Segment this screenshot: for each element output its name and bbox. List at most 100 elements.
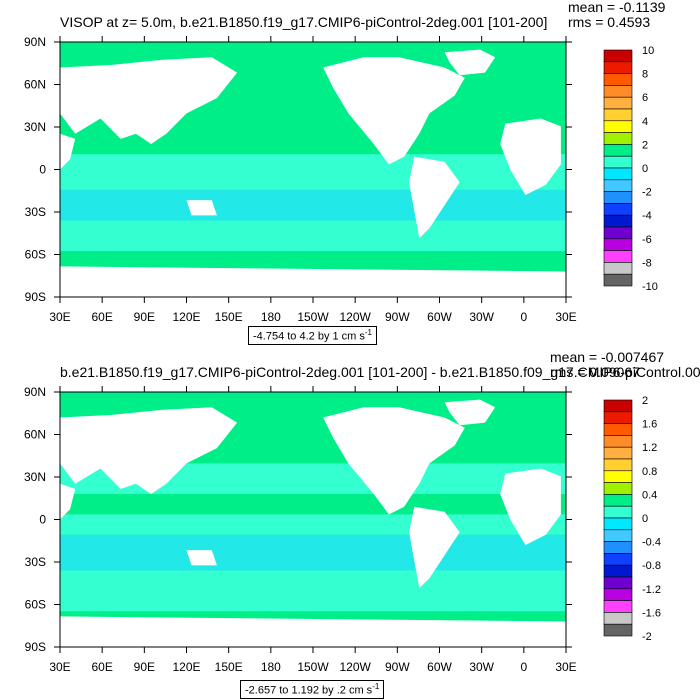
colorbar-label: 1.2 <box>642 442 657 454</box>
colorbar-swatch <box>603 85 633 98</box>
colorbar-label: -10 <box>642 281 658 293</box>
colorbar-swatch <box>603 446 633 460</box>
y-tick-label: 60S <box>25 248 46 262</box>
x-tick-label: 150W <box>297 310 329 324</box>
x-tick-label: 150E <box>215 660 243 674</box>
x-tick-label: 60W <box>427 660 452 674</box>
colorbar-swatch <box>603 120 633 133</box>
x-tick-label: 30W <box>469 310 494 324</box>
y-tick-label: 0 <box>39 163 46 177</box>
x-tick-label: 0 <box>520 660 527 674</box>
land-polygon <box>60 133 76 170</box>
x-tick-label: 120W <box>339 310 371 324</box>
x-tick-label: 30W <box>469 660 494 674</box>
colorbar-swatch <box>603 191 633 204</box>
colorbar-swatch <box>603 588 633 601</box>
colorbar-label: 0 <box>642 163 648 175</box>
x-tick-label: 0 <box>520 310 527 324</box>
colorbar-swatch <box>603 494 633 507</box>
colorbar-label: 0.4 <box>642 489 657 501</box>
colorbar-swatch <box>603 179 633 192</box>
rms-stat: rms = 0.09067 <box>550 364 640 380</box>
colorbar-swatch <box>603 470 633 483</box>
x-tick-label: 90W <box>385 660 410 674</box>
ocean-band <box>60 220 566 252</box>
colorbar-label: 0.8 <box>642 466 657 478</box>
land-polygon <box>60 407 238 494</box>
colorbar-swatch <box>603 600 633 613</box>
land-polygon <box>444 49 496 76</box>
land-polygon <box>60 266 566 297</box>
x-tick-label: 90W <box>385 310 410 324</box>
colorbar-swatch <box>603 226 633 240</box>
range-text: -4.754 to 4.2 by 1 cm s <box>253 330 365 343</box>
mean-stat: mean = -0.007467 <box>550 349 665 365</box>
plot-title: b.e21.B1850.f19_g17.CMIP6-piControl-2deg… <box>60 364 700 380</box>
y-tick-label: 30N <box>24 470 46 484</box>
land-polygon <box>186 200 217 216</box>
colorbar-swatch <box>603 155 633 169</box>
range-unit-exponent: -1 <box>364 328 373 337</box>
colorbar-swatch <box>603 203 633 216</box>
land-polygon <box>60 57 238 144</box>
colorbar-label: -8 <box>642 257 652 269</box>
range-text: -2.657 to 1.192 by .2 cm s <box>245 684 373 697</box>
colorbar-swatch <box>603 132 633 145</box>
colorbar-label: -2 <box>642 187 652 199</box>
rms-stat: rms = 0.4593 <box>568 14 651 30</box>
y-tick-label: 60N <box>24 428 46 442</box>
colorbar-label: 2 <box>642 139 648 151</box>
land-polygon <box>323 407 465 515</box>
x-tick-label: 180 <box>261 660 281 674</box>
y-tick-label: 90S <box>25 290 46 304</box>
colorbar-swatch <box>603 612 633 625</box>
land-polygon <box>186 550 217 566</box>
x-tick-label: 150E <box>215 310 243 324</box>
x-tick-label: 120W <box>339 660 371 674</box>
colorbar-swatch <box>603 435 633 448</box>
colorbar-swatch <box>603 167 633 181</box>
x-tick-label: 60E <box>91 310 112 324</box>
colorbar-swatch <box>603 49 633 63</box>
colorbar-label: 0 <box>642 513 648 525</box>
y-tick-label: 60N <box>24 78 46 92</box>
colorbar-swatch <box>603 505 633 519</box>
colorbar-swatch <box>603 517 633 531</box>
colorbar-swatch <box>603 482 633 495</box>
panel-bottom: 30E 60E 90E 120E 150E 180 150W 120W 90W 60W 30W 0 30… <box>0 350 700 700</box>
colorbar-label: -6 <box>642 234 652 246</box>
land-polygon <box>409 156 460 239</box>
x-tick-label: 30E <box>555 310 576 324</box>
x-tick-label: 30E <box>49 310 70 324</box>
colorbar-swatch <box>603 144 633 157</box>
plot-title: VISOP at z= 5.0m, b.e21.B1850.f19_g17.CM… <box>60 14 548 30</box>
mean-stat: mean = -0.1139 <box>568 0 666 15</box>
y-tick-label: 30S <box>25 555 46 569</box>
ocean-field <box>60 42 566 297</box>
x-tick-label: 60W <box>427 310 452 324</box>
colorbar-label: -4 <box>642 210 652 222</box>
colorbar-swatch <box>603 399 633 413</box>
colorbar-swatch <box>603 96 633 110</box>
colorbar-label: 8 <box>642 69 648 81</box>
x-tick-label: 90E <box>134 310 155 324</box>
colorbar-label: -1.2 <box>642 584 661 596</box>
colorbar-label: -2 <box>642 631 652 643</box>
colorbar-swatch <box>603 262 633 275</box>
x-tick-label: 180 <box>261 310 281 324</box>
colorbar-swatch <box>603 576 633 590</box>
x-tick-label: 150W <box>297 660 329 674</box>
colorbar-swatch <box>603 529 633 542</box>
colorbar-label: 6 <box>642 92 648 104</box>
x-tick-label: 60E <box>91 660 112 674</box>
land-polygon <box>60 616 566 647</box>
range-unit-exponent: -1 <box>372 682 380 691</box>
colorbar-label: -0.4 <box>642 537 661 549</box>
land-polygon <box>409 506 460 589</box>
land-polygon <box>323 57 465 165</box>
colorbar-swatch <box>603 411 633 424</box>
colorbar-label: 10 <box>642 45 654 57</box>
y-tick-label: 90S <box>25 640 46 654</box>
colorbar-swatch <box>603 73 633 86</box>
colorbar-swatch <box>603 250 633 263</box>
